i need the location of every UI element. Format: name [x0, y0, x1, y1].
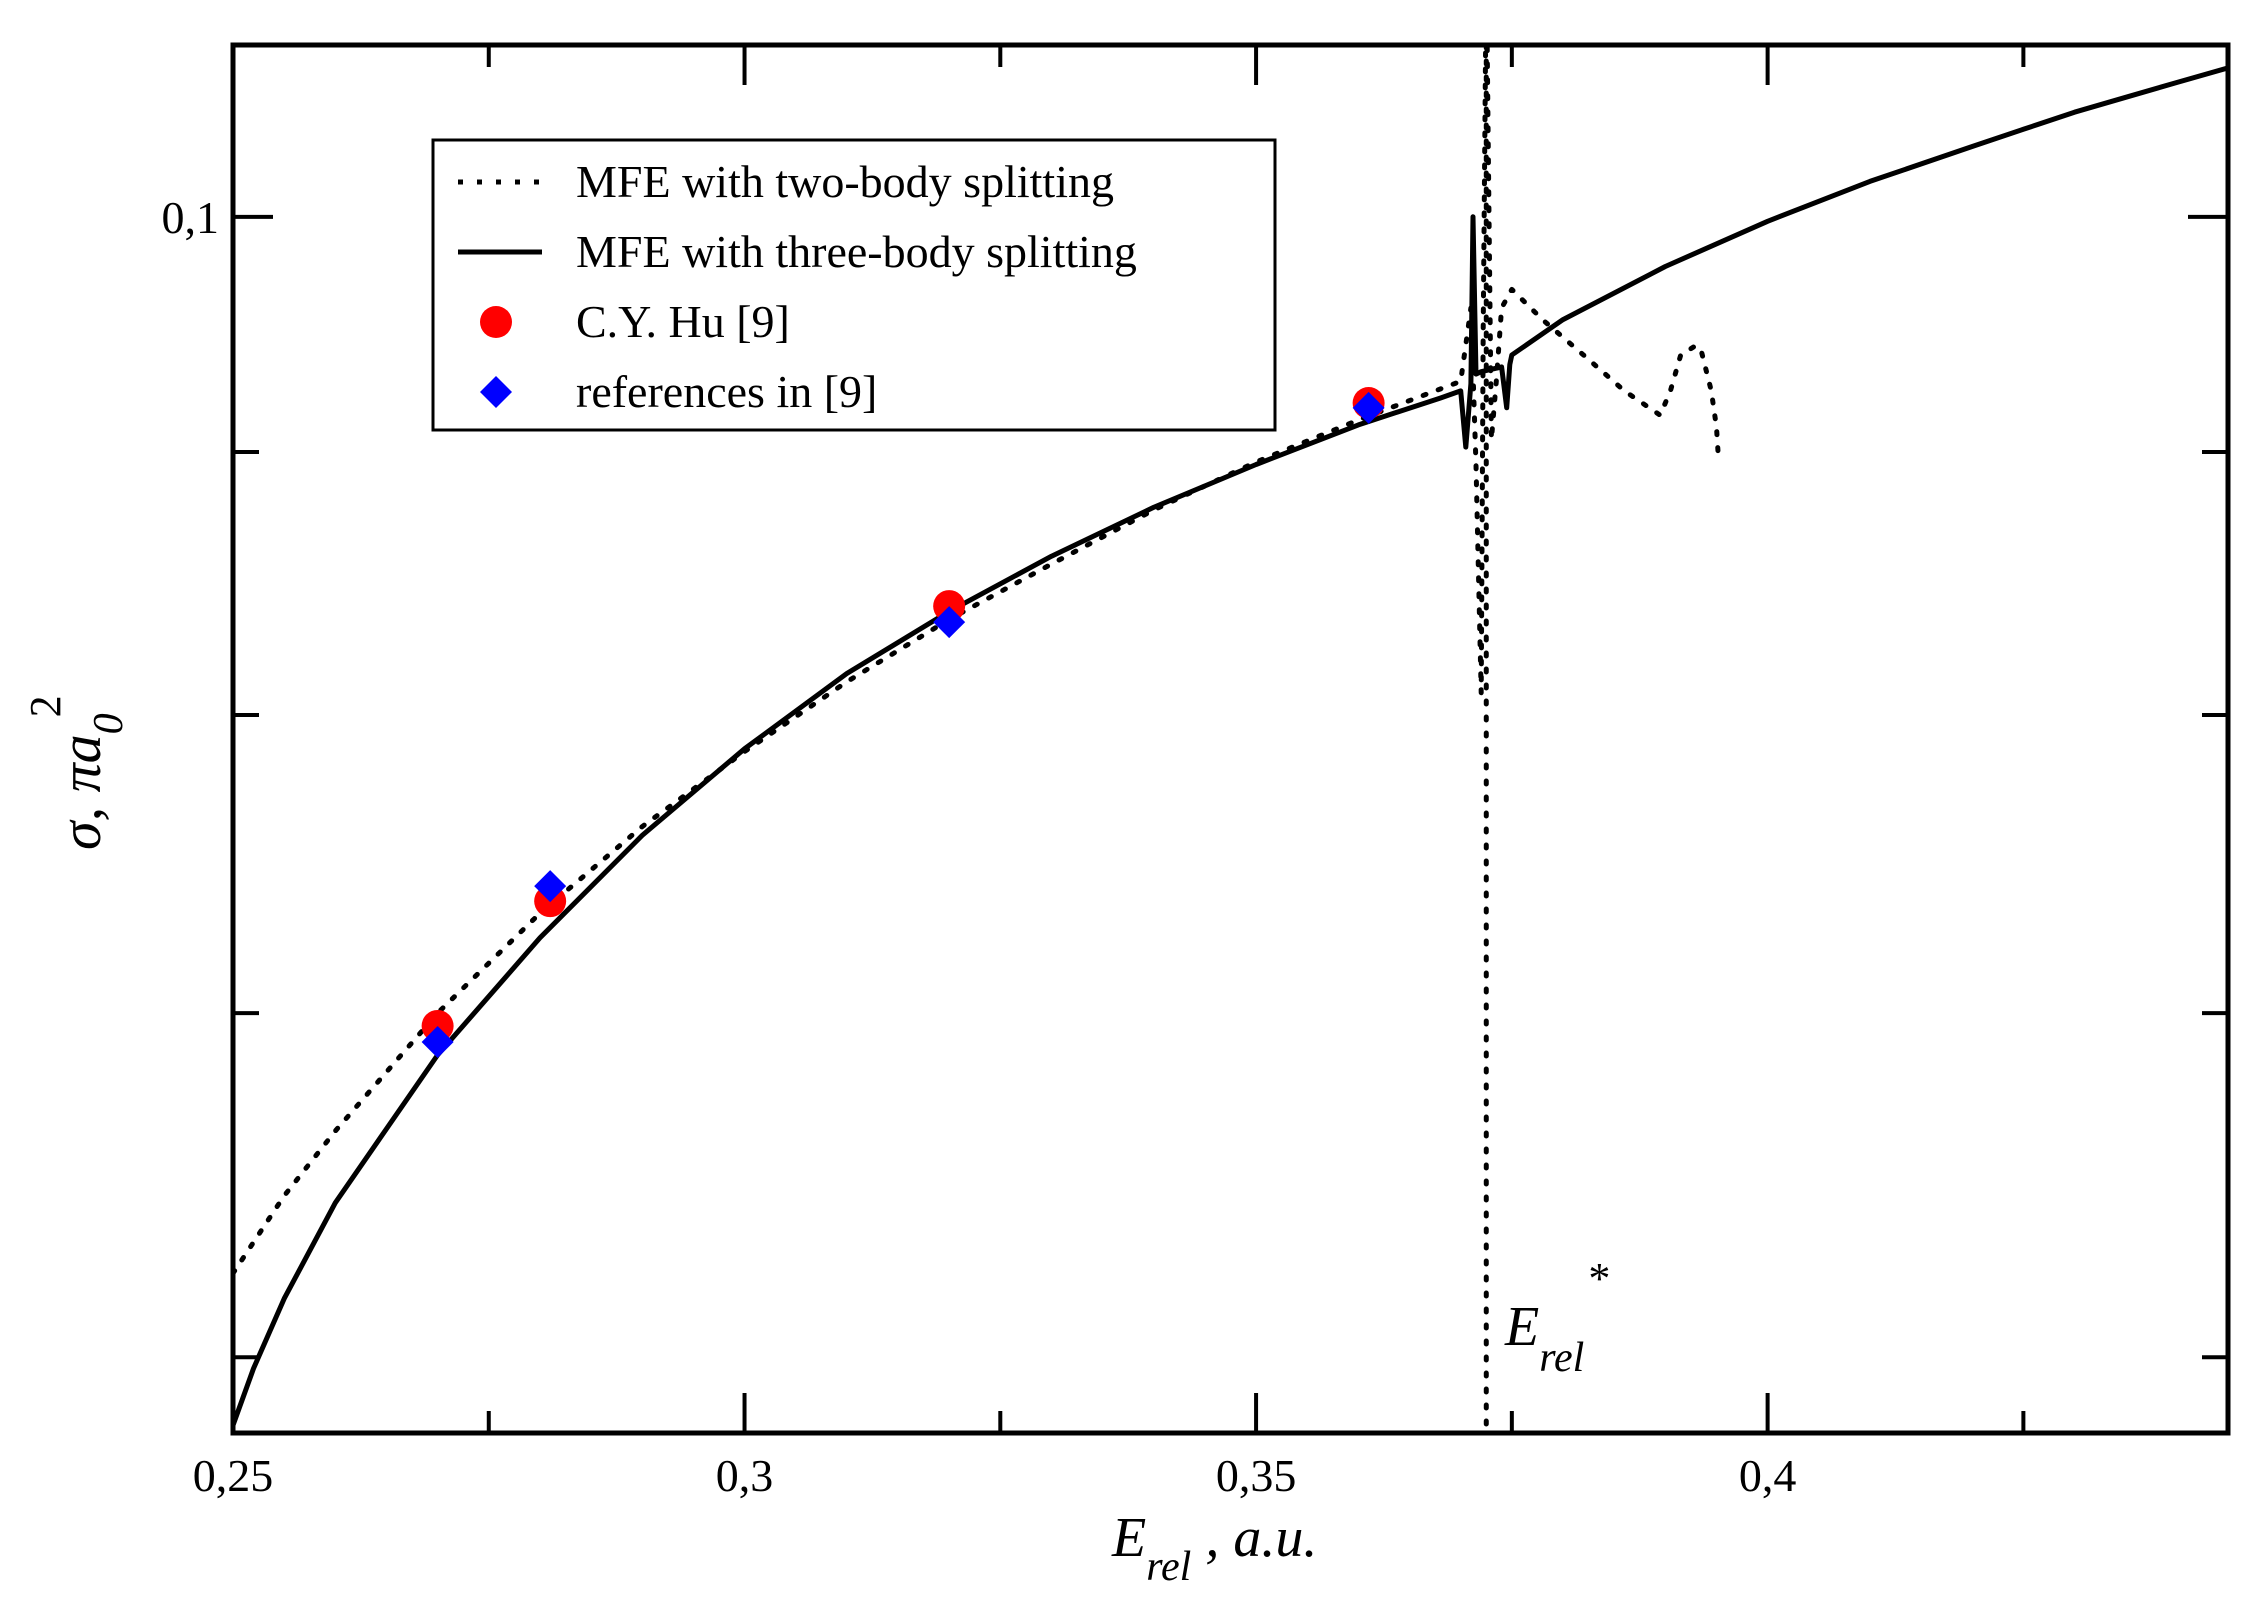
y-axis-label-sup: 2: [21, 695, 70, 717]
axis-ticks: [231, 45, 2228, 1433]
y-axis-label-main: σ, πa: [48, 734, 113, 850]
hu-point: [421, 1009, 454, 1042]
x-tick-label: 0,25: [193, 1450, 274, 1501]
annotation-sub: rel: [1539, 1335, 1584, 1381]
y-tick-label: 0,1: [162, 192, 220, 243]
x-tick-label: 0,3: [716, 1450, 774, 1501]
x-tick-label: 0,35: [1216, 1450, 1297, 1501]
legend-label-refs: references in [9]: [576, 366, 877, 417]
axis-tick-labels: 0,25 0,3 0,35 0,4 0,1: [162, 192, 1797, 1501]
x-axis-label-sub: rel: [1146, 1544, 1191, 1590]
legend: MFE with two-body splitting MFE with thr…: [431, 138, 1277, 432]
reference-point: [421, 1026, 454, 1059]
legend-label-three-body: MFE with three-body splitting: [576, 226, 1137, 277]
x-axis-label-tail: , a.u.: [1191, 1507, 1317, 1569]
reference-point: [1352, 391, 1385, 424]
annotation-main: E: [1504, 1296, 1539, 1358]
annotation-erel-star: Erel*: [1504, 1254, 1610, 1381]
hu-point: [933, 590, 966, 623]
annotation-sup: *: [1588, 1254, 1610, 1303]
reference-point: [933, 606, 966, 639]
series-line-1: [233, 65, 2228, 1428]
x-tick-label: 0,4: [1739, 1450, 1797, 1501]
legend-swatch-hu: [480, 306, 512, 338]
plot-frame: [230, 42, 2231, 1436]
x-axis-label: Erel , a.u.: [1111, 1507, 1317, 1590]
legend-label-two-body: MFE with two-body splitting: [576, 156, 1114, 207]
y-axis-label: σ, πa02: [21, 695, 132, 850]
marker-layer: [421, 386, 1385, 1059]
legend-box: [431, 138, 1277, 432]
x-axis-label-main: E: [1111, 1507, 1146, 1569]
legend-swatch-refs: [480, 376, 512, 408]
y-axis-label-sub: 0: [86, 713, 132, 734]
legend-label-hu: C.Y. Hu [9]: [576, 296, 790, 347]
reference-point: [534, 870, 567, 903]
series-layer: [233, 45, 2228, 1433]
